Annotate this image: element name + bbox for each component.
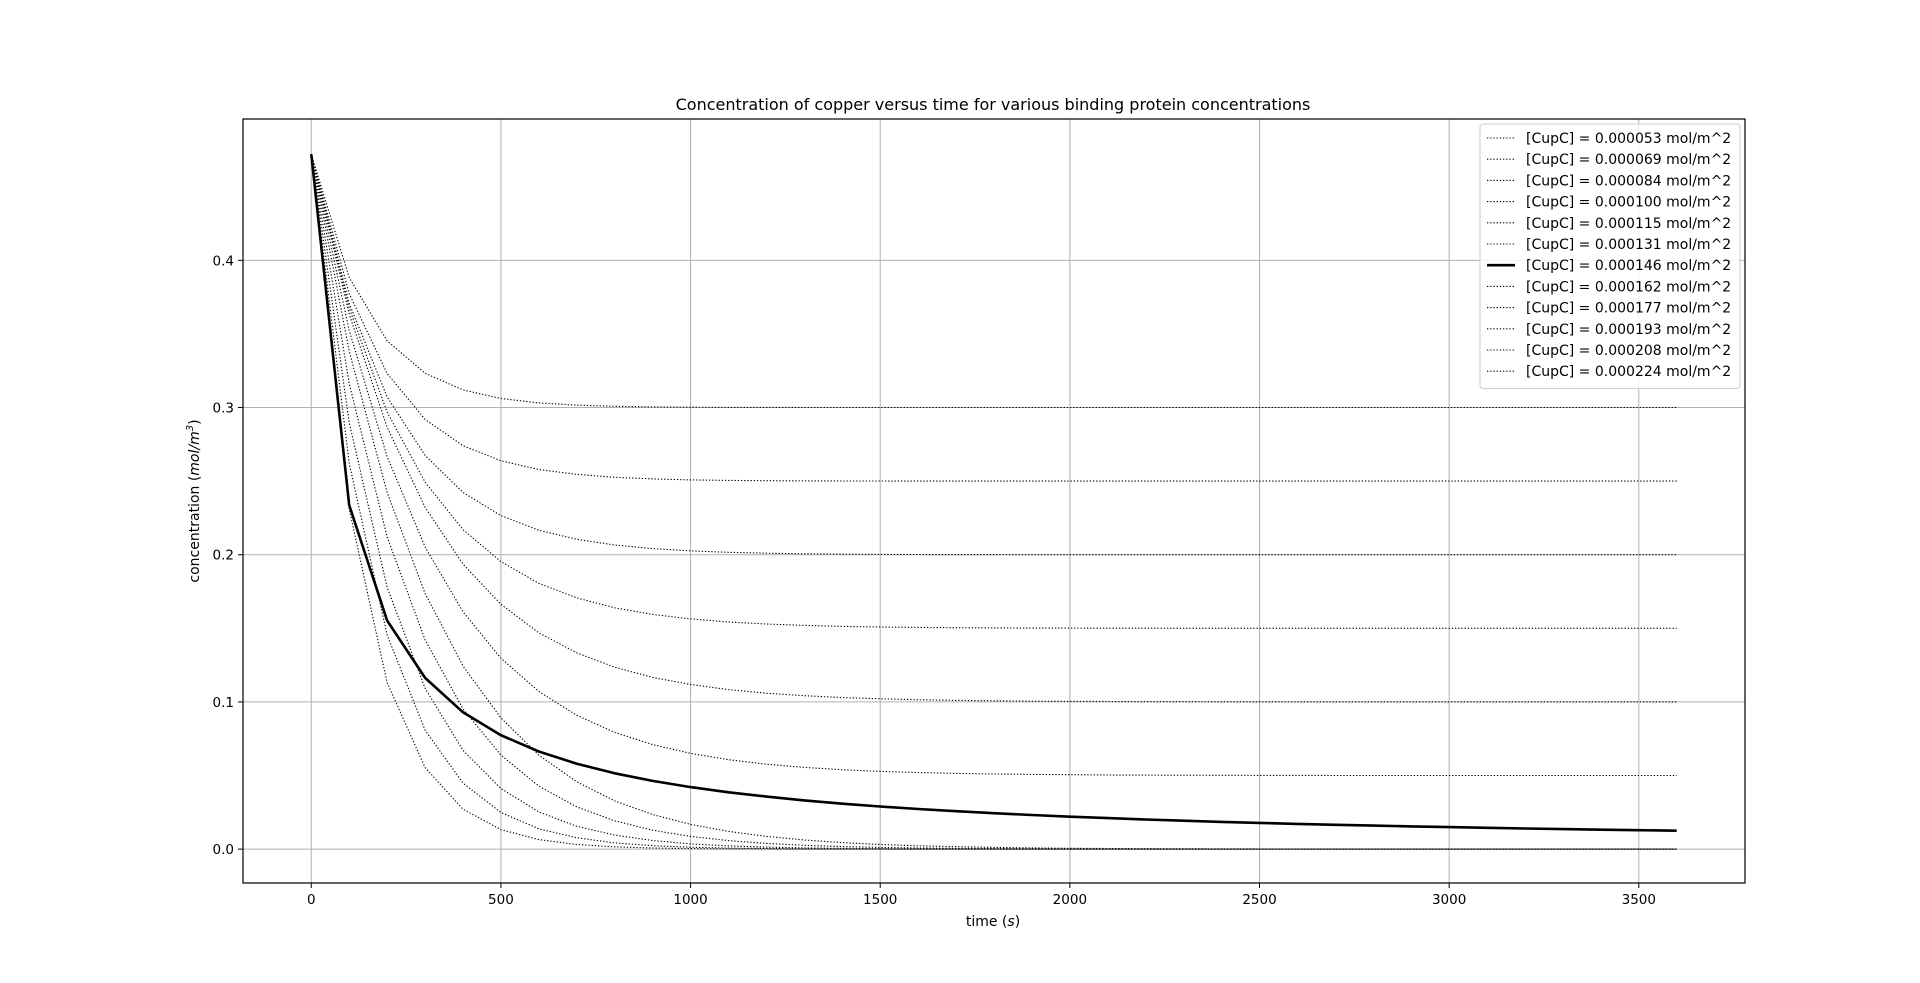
- series-line-4: [310, 154, 1677, 629]
- legend-label-11: [CupC] = 0.000208 mol/m^2: [1526, 343, 1731, 359]
- x-tick-label: 1500: [863, 892, 897, 908]
- x-axis-label: time (s): [966, 914, 1020, 930]
- y-tick-label: 0.2: [213, 548, 234, 564]
- legend-label-8: [CupC] = 0.000162 mol/m^2: [1526, 279, 1731, 295]
- y-tick-label: 0.4: [213, 253, 234, 269]
- legend-label-3: [CupC] = 0.000084 mol/m^2: [1526, 173, 1731, 189]
- series-line-3: [310, 154, 1677, 556]
- legend-label-9: [CupC] = 0.000177 mol/m^2: [1526, 301, 1731, 317]
- legend-label-6: [CupC] = 0.000131 mol/m^2: [1526, 237, 1731, 253]
- y-tick-label: 0.0: [213, 842, 234, 858]
- legend-label-5: [CupC] = 0.000115 mol/m^2: [1526, 216, 1731, 232]
- legend-label-10: [CupC] = 0.000193 mol/m^2: [1526, 322, 1731, 338]
- x-axis-ticks: 0 500 1000 1500 2000 2500 3000 3500: [307, 883, 1656, 908]
- x-tick-label: 0: [307, 892, 316, 908]
- series-line-11: [310, 154, 1677, 850]
- series-line-1: [310, 154, 1677, 409]
- legend-label-12: [CupC] = 0.000224 mol/m^2: [1526, 364, 1731, 380]
- y-axis-label: concentration (mol/m3): [185, 419, 203, 582]
- series-lines: [310, 154, 1677, 850]
- legend-box: [1479, 123, 1741, 389]
- y-axis-ticks: 0.0 0.1 0.2 0.3 0.4: [213, 253, 243, 858]
- x-tick-label: 3500: [1622, 892, 1656, 908]
- x-tick-label: 1000: [673, 892, 707, 908]
- x-tick-label: 2500: [1242, 892, 1276, 908]
- x-tick-label: 500: [488, 892, 514, 908]
- chart-title: Concentration of copper versus time for …: [676, 95, 1311, 114]
- x-tick-label: 3000: [1432, 892, 1466, 908]
- plot-frame: [242, 118, 1746, 884]
- series-line-2: [310, 154, 1677, 482]
- x-tick-label: 2000: [1053, 892, 1087, 908]
- legend-label-2: [CupC] = 0.000069 mol/m^2: [1526, 152, 1731, 168]
- series-line-5: [310, 154, 1677, 703]
- series-line-6: [310, 154, 1677, 777]
- series-line-12: [310, 154, 1677, 850]
- series-line-8: [310, 154, 1677, 850]
- series-line-7: [310, 154, 1677, 832]
- y-tick-label: 0.1: [213, 695, 234, 711]
- legend: [CupC] = 0.000053 mol/m^2 [CupC] = 0.0000…: [1479, 123, 1741, 389]
- legend-label-4: [CupC] = 0.000100 mol/m^2: [1526, 195, 1731, 211]
- legend-label-7: [CupC] = 0.000146 mol/m^2: [1526, 258, 1731, 274]
- y-tick-label: 0.3: [213, 401, 234, 417]
- legend-label-1: [CupC] = 0.000053 mol/m^2: [1526, 131, 1731, 147]
